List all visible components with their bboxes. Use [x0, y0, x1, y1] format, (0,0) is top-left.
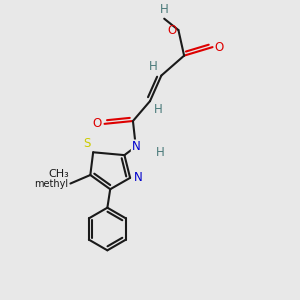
Text: O: O [92, 117, 102, 130]
Text: CH₃: CH₃ [48, 169, 69, 179]
Text: O: O [215, 40, 224, 54]
Text: S: S [83, 137, 90, 150]
Text: N: N [134, 171, 142, 184]
Text: H: H [156, 146, 164, 159]
Text: H: H [153, 103, 162, 116]
Text: methyl: methyl [34, 178, 68, 188]
Text: H: H [160, 3, 169, 16]
Text: N: N [131, 140, 140, 153]
Text: H: H [149, 60, 158, 73]
Text: O: O [167, 24, 176, 37]
